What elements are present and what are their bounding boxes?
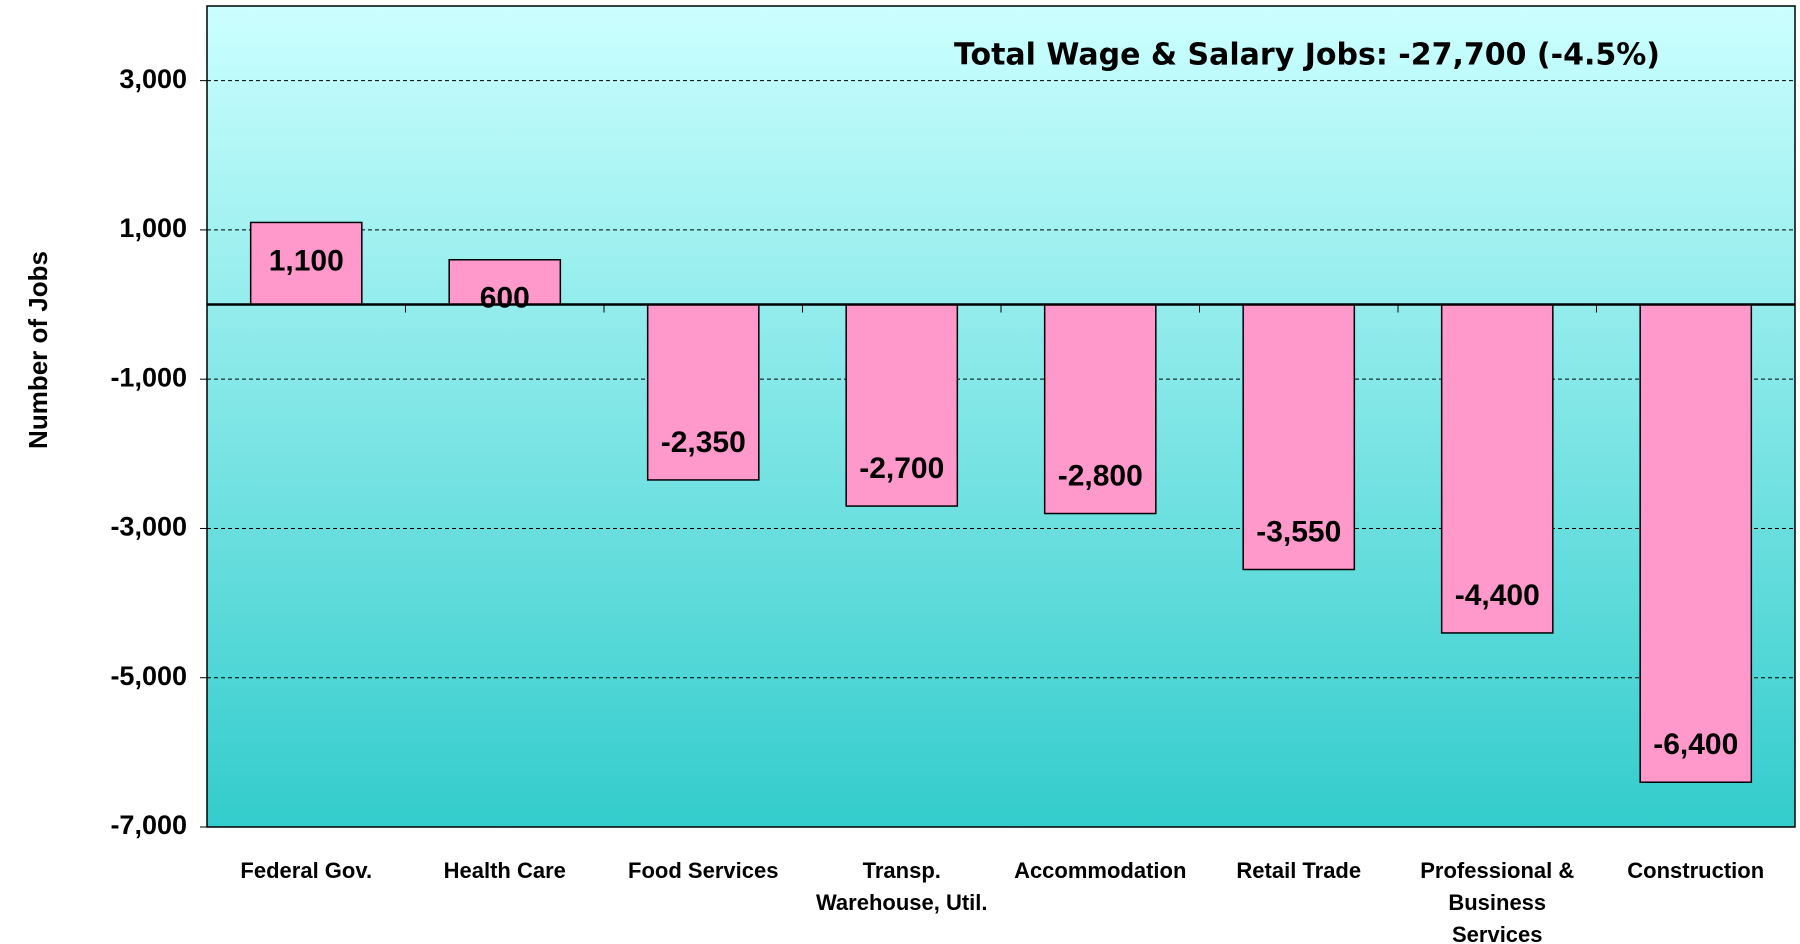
y-tick-label: -5,000 [110,661,187,691]
x-tick-label: Transp. Warehouse, Util. [816,858,988,915]
plot-area [206,5,1796,828]
data-label: -6,400 [1653,728,1738,761]
y-tick-label: -7,000 [110,810,187,840]
bar [448,259,562,306]
data-label: -2,700 [859,452,944,485]
y-tick-label: 3,000 [119,64,187,94]
x-tick-label: Food Services [628,858,778,883]
y-tick-label: -1,000 [110,362,187,392]
y-axis-label: Number of Jobs [23,251,53,449]
x-tick-label: Accommodation [1014,858,1186,883]
data-label: 1,100 [269,244,344,277]
x-tick-label: Construction [1627,858,1764,883]
x-tick-label: Professional & Business Services [1420,858,1574,944]
data-label: -2,800 [1058,459,1143,492]
x-tick-label: Retail Trade [1236,858,1361,883]
x-tick-label: Health Care [444,858,566,883]
bar [1440,303,1554,634]
data-label: -4,400 [1455,579,1540,612]
data-label: 600 [480,282,530,315]
bar [1639,303,1753,783]
annotation: Total Wage & Salary Jobs: -27,700 (-4.5%… [954,38,1660,73]
y-tick-label: 1,000 [119,213,187,243]
x-tick-label: Federal Gov. [240,858,372,883]
data-label: -2,350 [661,426,746,459]
y-tick-label: -3,000 [110,512,187,542]
bar [1242,303,1356,571]
data-label: -3,550 [1256,515,1341,548]
